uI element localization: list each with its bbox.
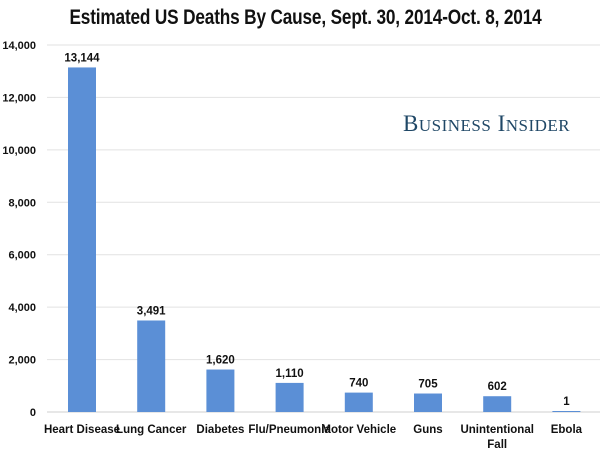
- data-label: 3,491: [137, 305, 166, 317]
- data-label: 1: [563, 396, 570, 408]
- y-tick-label: 8,000: [8, 197, 36, 209]
- x-tick-label: Diabetes: [196, 424, 244, 436]
- x-tick-label: Lung Cancer: [116, 424, 187, 436]
- data-label: 705: [418, 379, 438, 391]
- data-label: 1,620: [206, 355, 235, 367]
- y-tick-label: 6,000: [8, 250, 36, 262]
- y-tick-label: 14,000: [2, 40, 36, 52]
- business-insider-logo: BUSINESS INSIDER: [403, 111, 571, 136]
- chart-title: Estimated US Deaths By Cause, Sept. 30, …: [69, 6, 542, 29]
- x-tick-label: Ebola: [551, 424, 583, 436]
- x-tick-label: Heart Disease: [44, 424, 120, 436]
- y-tick-label: 10,000: [2, 145, 36, 157]
- x-tick-label: Flu/Pneumonia: [248, 424, 331, 436]
- data-label: 13,144: [64, 52, 100, 64]
- bar: [137, 320, 166, 412]
- bar: [344, 392, 373, 412]
- bar: [414, 393, 442, 412]
- bar: [206, 369, 235, 412]
- data-label: 602: [488, 381, 507, 393]
- x-tick-label: Guns: [413, 424, 442, 436]
- bar: [552, 411, 581, 412]
- y-tick-label: 0: [30, 407, 36, 419]
- bar: [275, 382, 304, 412]
- data-label: 1,110: [276, 368, 304, 380]
- y-tick-label: 12,000: [2, 92, 36, 104]
- bar: [483, 396, 512, 412]
- x-tick-label: Motor Vehicle: [321, 424, 396, 436]
- y-tick-label: 4,000: [8, 302, 36, 314]
- data-label: 740: [349, 378, 368, 390]
- y-tick-label: 2,000: [8, 355, 36, 367]
- bar: [68, 67, 96, 413]
- x-tick-label: Unintentional Fall: [460, 424, 533, 451]
